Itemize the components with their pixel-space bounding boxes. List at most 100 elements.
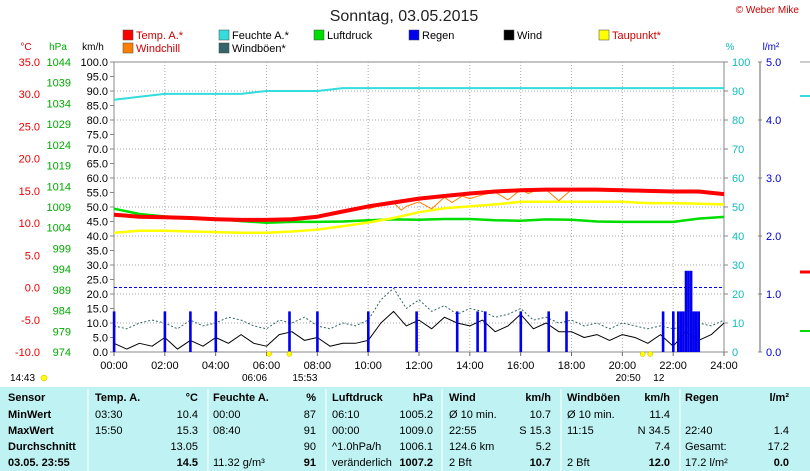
legend-swatch [218,29,230,41]
x-tick-label: 12:00 [405,360,433,372]
legend-label: Regen [422,30,454,42]
legend-swatch [408,29,420,41]
wind-axis-tick-label: 30.0 [87,260,108,272]
rain-axis-tick-label: 2.0 [766,231,781,243]
pressure-axis-tick-label: 1039 [47,78,71,90]
table-cell: MinWert [8,409,52,421]
rain-bar [163,311,167,352]
table-cell: 1006.1 [399,441,433,453]
x-tick-label: 18:00 [558,360,586,372]
table-header-cell: km/h [525,392,551,404]
humidity-axis-tick-label: 0 [732,347,738,359]
humidity-axis-tick-label: 20 [732,289,744,301]
time-markers: 06:06 15:53 20:50 12 [242,351,665,384]
table-cell: 10.7 [530,409,551,421]
table-cell: 1.4 [774,425,789,437]
legend-swatch [218,42,230,54]
pressure-axis-tick-label: 1004 [47,223,71,235]
pressure-axis-tick-label: 974 [53,347,71,359]
series-line-tempa [113,187,725,222]
table-cell: 11.4 [649,409,670,421]
series-line-feuchtea [113,87,724,101]
humidity-axis-tick-label: 100 [732,57,750,69]
rain-axis-tick-label: 5.0 [766,57,781,69]
x-tick-label: 14:00 [456,360,484,372]
legend-swatch [122,29,134,41]
legend-swatch [598,29,610,41]
wind-axis-tick-label: 70.0 [87,144,108,156]
table-header-cell: km/h [644,392,670,404]
time-marker-label: 15:53 [292,373,317,384]
legend: Temp. A.* Feuchte A.* Luftdruck Regen Wind Ta… [122,29,662,55]
humidity-axis-tick-label: 40 [732,231,744,243]
pressure-axis-unit: hPa [49,42,67,53]
temp-axis: 35.0 30.0 25.0 20.0 15.0 10.0 5.0 0.0 -5.0 -10.0 [15,57,40,359]
table-cell: 11.32 g/m³ [213,457,265,469]
temp-axis-tick-label: 20.0 [19,154,40,166]
table-cell: 00:00 [332,425,360,437]
rain-bar [415,311,418,352]
wind-axis: 100.0 95.0 90.0 85.0 80.0 75.0 70.0 65.0 60.0 55.… [80,57,114,359]
wind-axis-tick-label: 75.0 [87,130,108,142]
rain-bar [565,311,568,352]
table-cell: MaxWert [8,425,54,437]
table-header-cell: Feuchte A. [213,392,269,404]
table-cell: 1007.2 [399,457,433,469]
table-cell: 03:30 [95,409,123,421]
rain-bar [367,311,370,352]
rain-bar [476,311,479,352]
rain-bar [677,311,680,352]
wind-axis-tick-label: 60.0 [87,173,108,185]
x-tick-label: 10:00 [354,360,382,372]
rain-bar [692,311,695,352]
table-cell: Ø 10 min. [567,409,615,421]
rain-bar [483,311,487,352]
humidity-axis-tick-label: 50 [732,202,744,214]
humidity-axis-tick-label: 60 [732,173,744,185]
x-tick-label: 06:00 [253,360,281,372]
rain-axis-tick-label: 1.0 [766,289,781,301]
table-cell: S 15.3 [519,425,551,437]
table-cell: 14.5 [177,457,198,469]
pressure-axis: 1044 1039 1034 1029 1024 1019 1014 1009 1004 999 9… [47,57,71,359]
pressure-axis-tick-label: 1024 [47,140,71,152]
wind-axis-tick-label: 80.0 [87,115,108,127]
time-marker-dot [266,351,272,357]
humidity-axis-tick-label: 10 [732,318,744,330]
side-time-label: 14:43 [10,373,35,384]
wind-axis-tick-label: 45.0 [87,217,108,229]
pressure-axis-tick-label: 1014 [47,181,71,193]
table-header-cell: % [306,392,316,404]
rain-bar [288,311,291,352]
wind-axis-tick-label: 95.0 [87,72,108,84]
temp-axis-unit: °C [20,42,31,53]
table-header-cell: Regen [685,392,719,404]
rain-axis-tick-label: 3.0 [766,173,781,185]
table-cell: 22:55 [449,425,477,437]
wind-axis-tick-label: 35.0 [87,246,108,258]
table-cell: 11:15 [567,425,594,437]
table-cell: 2 Bft [449,457,472,469]
wind-axis-tick-label: 40.0 [87,231,108,243]
table-header-cell: l/m² [769,392,789,404]
rain-axis: 5.0 4.0 3.0 2.0 1.0 0.0 [758,57,781,359]
pressure-axis-tick-label: 1044 [47,57,71,69]
stats-table-bg [0,387,810,471]
side-marker-dot [40,374,48,382]
wind-axis-tick-label: 65.0 [87,159,108,171]
x-tick-label: 16:00 [507,360,535,372]
table-cell: 13.05 [170,441,198,453]
rain-bar [519,311,523,352]
x-tick-label: 00:00 [100,360,128,372]
rain-bar [316,311,319,352]
x-tick-label: 24:00 [710,360,738,372]
time-marker-label: 20:50 [616,373,641,384]
table-cell: 87 [304,409,316,421]
wind-axis-tick-label: 5.0 [93,333,108,345]
table-cell: Gesamt: [685,441,727,453]
table-cell: 00:00 [213,409,241,421]
pressure-axis-tick-label: 984 [53,306,71,318]
table-cell: 90 [304,441,316,453]
table-cell: 08:40 [213,425,241,437]
